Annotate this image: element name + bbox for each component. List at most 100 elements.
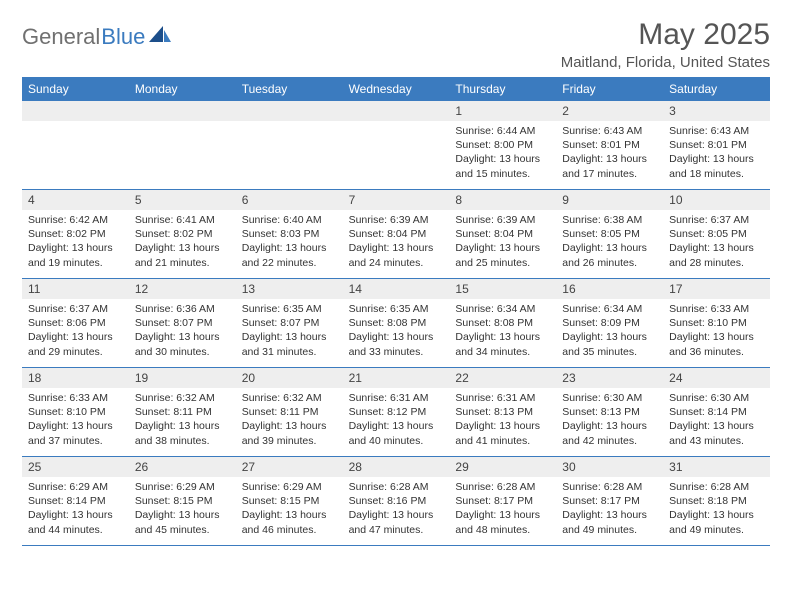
day-cell bbox=[22, 101, 129, 189]
daylight-text: Daylight: 13 hours and 37 minutes. bbox=[28, 419, 123, 447]
sunrise-text: Sunrise: 6:31 AM bbox=[455, 391, 550, 405]
day-cell: 8Sunrise: 6:39 AMSunset: 8:04 PMDaylight… bbox=[449, 190, 556, 278]
day-number: 17 bbox=[663, 279, 770, 299]
day-details: Sunrise: 6:41 AMSunset: 8:02 PMDaylight:… bbox=[129, 210, 236, 276]
day-details: Sunrise: 6:37 AMSunset: 8:05 PMDaylight:… bbox=[663, 210, 770, 276]
day-details: Sunrise: 6:42 AMSunset: 8:02 PMDaylight:… bbox=[22, 210, 129, 276]
sunrise-text: Sunrise: 6:38 AM bbox=[562, 213, 657, 227]
day-header-row: Sunday Monday Tuesday Wednesday Thursday… bbox=[22, 77, 770, 101]
day-cell: 19Sunrise: 6:32 AMSunset: 8:11 PMDayligh… bbox=[129, 368, 236, 456]
daylight-text: Daylight: 13 hours and 45 minutes. bbox=[135, 508, 230, 536]
day-cell: 29Sunrise: 6:28 AMSunset: 8:17 PMDayligh… bbox=[449, 457, 556, 545]
day-cell: 3Sunrise: 6:43 AMSunset: 8:01 PMDaylight… bbox=[663, 101, 770, 189]
day-cell: 10Sunrise: 6:37 AMSunset: 8:05 PMDayligh… bbox=[663, 190, 770, 278]
day-details: Sunrise: 6:29 AMSunset: 8:15 PMDaylight:… bbox=[129, 477, 236, 543]
sunrise-text: Sunrise: 6:37 AM bbox=[669, 213, 764, 227]
day-cell: 24Sunrise: 6:30 AMSunset: 8:14 PMDayligh… bbox=[663, 368, 770, 456]
daylight-text: Daylight: 13 hours and 46 minutes. bbox=[242, 508, 337, 536]
day-details: Sunrise: 6:28 AMSunset: 8:18 PMDaylight:… bbox=[663, 477, 770, 543]
sunset-text: Sunset: 8:07 PM bbox=[242, 316, 337, 330]
sunset-text: Sunset: 8:02 PM bbox=[28, 227, 123, 241]
sunrise-text: Sunrise: 6:32 AM bbox=[242, 391, 337, 405]
location-text: Maitland, Florida, United States bbox=[561, 54, 770, 71]
day-cell: 17Sunrise: 6:33 AMSunset: 8:10 PMDayligh… bbox=[663, 279, 770, 367]
sunrise-text: Sunrise: 6:34 AM bbox=[562, 302, 657, 316]
day-number: 5 bbox=[129, 190, 236, 210]
day-details: Sunrise: 6:33 AMSunset: 8:10 PMDaylight:… bbox=[663, 299, 770, 365]
daylight-text: Daylight: 13 hours and 21 minutes. bbox=[135, 241, 230, 269]
day-number: 14 bbox=[343, 279, 450, 299]
sunrise-text: Sunrise: 6:28 AM bbox=[669, 480, 764, 494]
sunset-text: Sunset: 8:08 PM bbox=[349, 316, 444, 330]
day-cell bbox=[236, 101, 343, 189]
day-cell: 20Sunrise: 6:32 AMSunset: 8:11 PMDayligh… bbox=[236, 368, 343, 456]
day-number: 26 bbox=[129, 457, 236, 477]
day-number: 7 bbox=[343, 190, 450, 210]
sunrise-text: Sunrise: 6:29 AM bbox=[242, 480, 337, 494]
day-details: Sunrise: 6:35 AMSunset: 8:07 PMDaylight:… bbox=[236, 299, 343, 365]
day-number: 22 bbox=[449, 368, 556, 388]
sunrise-text: Sunrise: 6:43 AM bbox=[562, 124, 657, 138]
week-row: 25Sunrise: 6:29 AMSunset: 8:14 PMDayligh… bbox=[22, 457, 770, 546]
sunset-text: Sunset: 8:05 PM bbox=[562, 227, 657, 241]
day-details: Sunrise: 6:35 AMSunset: 8:08 PMDaylight:… bbox=[343, 299, 450, 365]
day-cell: 15Sunrise: 6:34 AMSunset: 8:08 PMDayligh… bbox=[449, 279, 556, 367]
day-details: Sunrise: 6:28 AMSunset: 8:17 PMDaylight:… bbox=[449, 477, 556, 543]
sunset-text: Sunset: 8:01 PM bbox=[669, 138, 764, 152]
day-cell: 11Sunrise: 6:37 AMSunset: 8:06 PMDayligh… bbox=[22, 279, 129, 367]
sunrise-text: Sunrise: 6:35 AM bbox=[242, 302, 337, 316]
sunrise-text: Sunrise: 6:39 AM bbox=[455, 213, 550, 227]
day-cell: 21Sunrise: 6:31 AMSunset: 8:12 PMDayligh… bbox=[343, 368, 450, 456]
day-cell: 25Sunrise: 6:29 AMSunset: 8:14 PMDayligh… bbox=[22, 457, 129, 545]
day-header-mon: Monday bbox=[129, 77, 236, 101]
day-number: 31 bbox=[663, 457, 770, 477]
sunrise-text: Sunrise: 6:37 AM bbox=[28, 302, 123, 316]
day-cell: 7Sunrise: 6:39 AMSunset: 8:04 PMDaylight… bbox=[343, 190, 450, 278]
sunrise-text: Sunrise: 6:34 AM bbox=[455, 302, 550, 316]
daylight-text: Daylight: 13 hours and 49 minutes. bbox=[562, 508, 657, 536]
day-details: Sunrise: 6:30 AMSunset: 8:14 PMDaylight:… bbox=[663, 388, 770, 454]
sunset-text: Sunset: 8:04 PM bbox=[455, 227, 550, 241]
sunset-text: Sunset: 8:09 PM bbox=[562, 316, 657, 330]
day-details: Sunrise: 6:34 AMSunset: 8:08 PMDaylight:… bbox=[449, 299, 556, 365]
day-cell: 23Sunrise: 6:30 AMSunset: 8:13 PMDayligh… bbox=[556, 368, 663, 456]
day-cell: 14Sunrise: 6:35 AMSunset: 8:08 PMDayligh… bbox=[343, 279, 450, 367]
day-number bbox=[236, 101, 343, 121]
day-details: Sunrise: 6:43 AMSunset: 8:01 PMDaylight:… bbox=[663, 121, 770, 187]
day-number: 11 bbox=[22, 279, 129, 299]
day-cell: 5Sunrise: 6:41 AMSunset: 8:02 PMDaylight… bbox=[129, 190, 236, 278]
day-details: Sunrise: 6:43 AMSunset: 8:01 PMDaylight:… bbox=[556, 121, 663, 187]
day-cell: 2Sunrise: 6:43 AMSunset: 8:01 PMDaylight… bbox=[556, 101, 663, 189]
day-header-fri: Friday bbox=[556, 77, 663, 101]
day-number: 23 bbox=[556, 368, 663, 388]
daylight-text: Daylight: 13 hours and 43 minutes. bbox=[669, 419, 764, 447]
sunrise-text: Sunrise: 6:41 AM bbox=[135, 213, 230, 227]
calendar-page: General Blue May 2025 Maitland, Florida,… bbox=[0, 0, 792, 564]
sunrise-text: Sunrise: 6:28 AM bbox=[455, 480, 550, 494]
week-row: 1Sunrise: 6:44 AMSunset: 8:00 PMDaylight… bbox=[22, 101, 770, 190]
day-number: 20 bbox=[236, 368, 343, 388]
day-number: 8 bbox=[449, 190, 556, 210]
day-details: Sunrise: 6:39 AMSunset: 8:04 PMDaylight:… bbox=[449, 210, 556, 276]
sunset-text: Sunset: 8:07 PM bbox=[135, 316, 230, 330]
month-title: May 2025 bbox=[561, 18, 770, 52]
daylight-text: Daylight: 13 hours and 33 minutes. bbox=[349, 330, 444, 358]
day-number: 30 bbox=[556, 457, 663, 477]
sunrise-text: Sunrise: 6:31 AM bbox=[349, 391, 444, 405]
day-header-thu: Thursday bbox=[449, 77, 556, 101]
day-header-wed: Wednesday bbox=[343, 77, 450, 101]
daylight-text: Daylight: 13 hours and 41 minutes. bbox=[455, 419, 550, 447]
day-number: 10 bbox=[663, 190, 770, 210]
sunrise-text: Sunrise: 6:28 AM bbox=[349, 480, 444, 494]
sunset-text: Sunset: 8:18 PM bbox=[669, 494, 764, 508]
daylight-text: Daylight: 13 hours and 39 minutes. bbox=[242, 419, 337, 447]
sunset-text: Sunset: 8:01 PM bbox=[562, 138, 657, 152]
day-details: Sunrise: 6:29 AMSunset: 8:15 PMDaylight:… bbox=[236, 477, 343, 543]
brand-logo: General Blue bbox=[22, 18, 171, 50]
sunrise-text: Sunrise: 6:33 AM bbox=[28, 391, 123, 405]
day-details: Sunrise: 6:33 AMSunset: 8:10 PMDaylight:… bbox=[22, 388, 129, 454]
sunset-text: Sunset: 8:10 PM bbox=[669, 316, 764, 330]
day-cell: 16Sunrise: 6:34 AMSunset: 8:09 PMDayligh… bbox=[556, 279, 663, 367]
day-number: 25 bbox=[22, 457, 129, 477]
sunset-text: Sunset: 8:16 PM bbox=[349, 494, 444, 508]
